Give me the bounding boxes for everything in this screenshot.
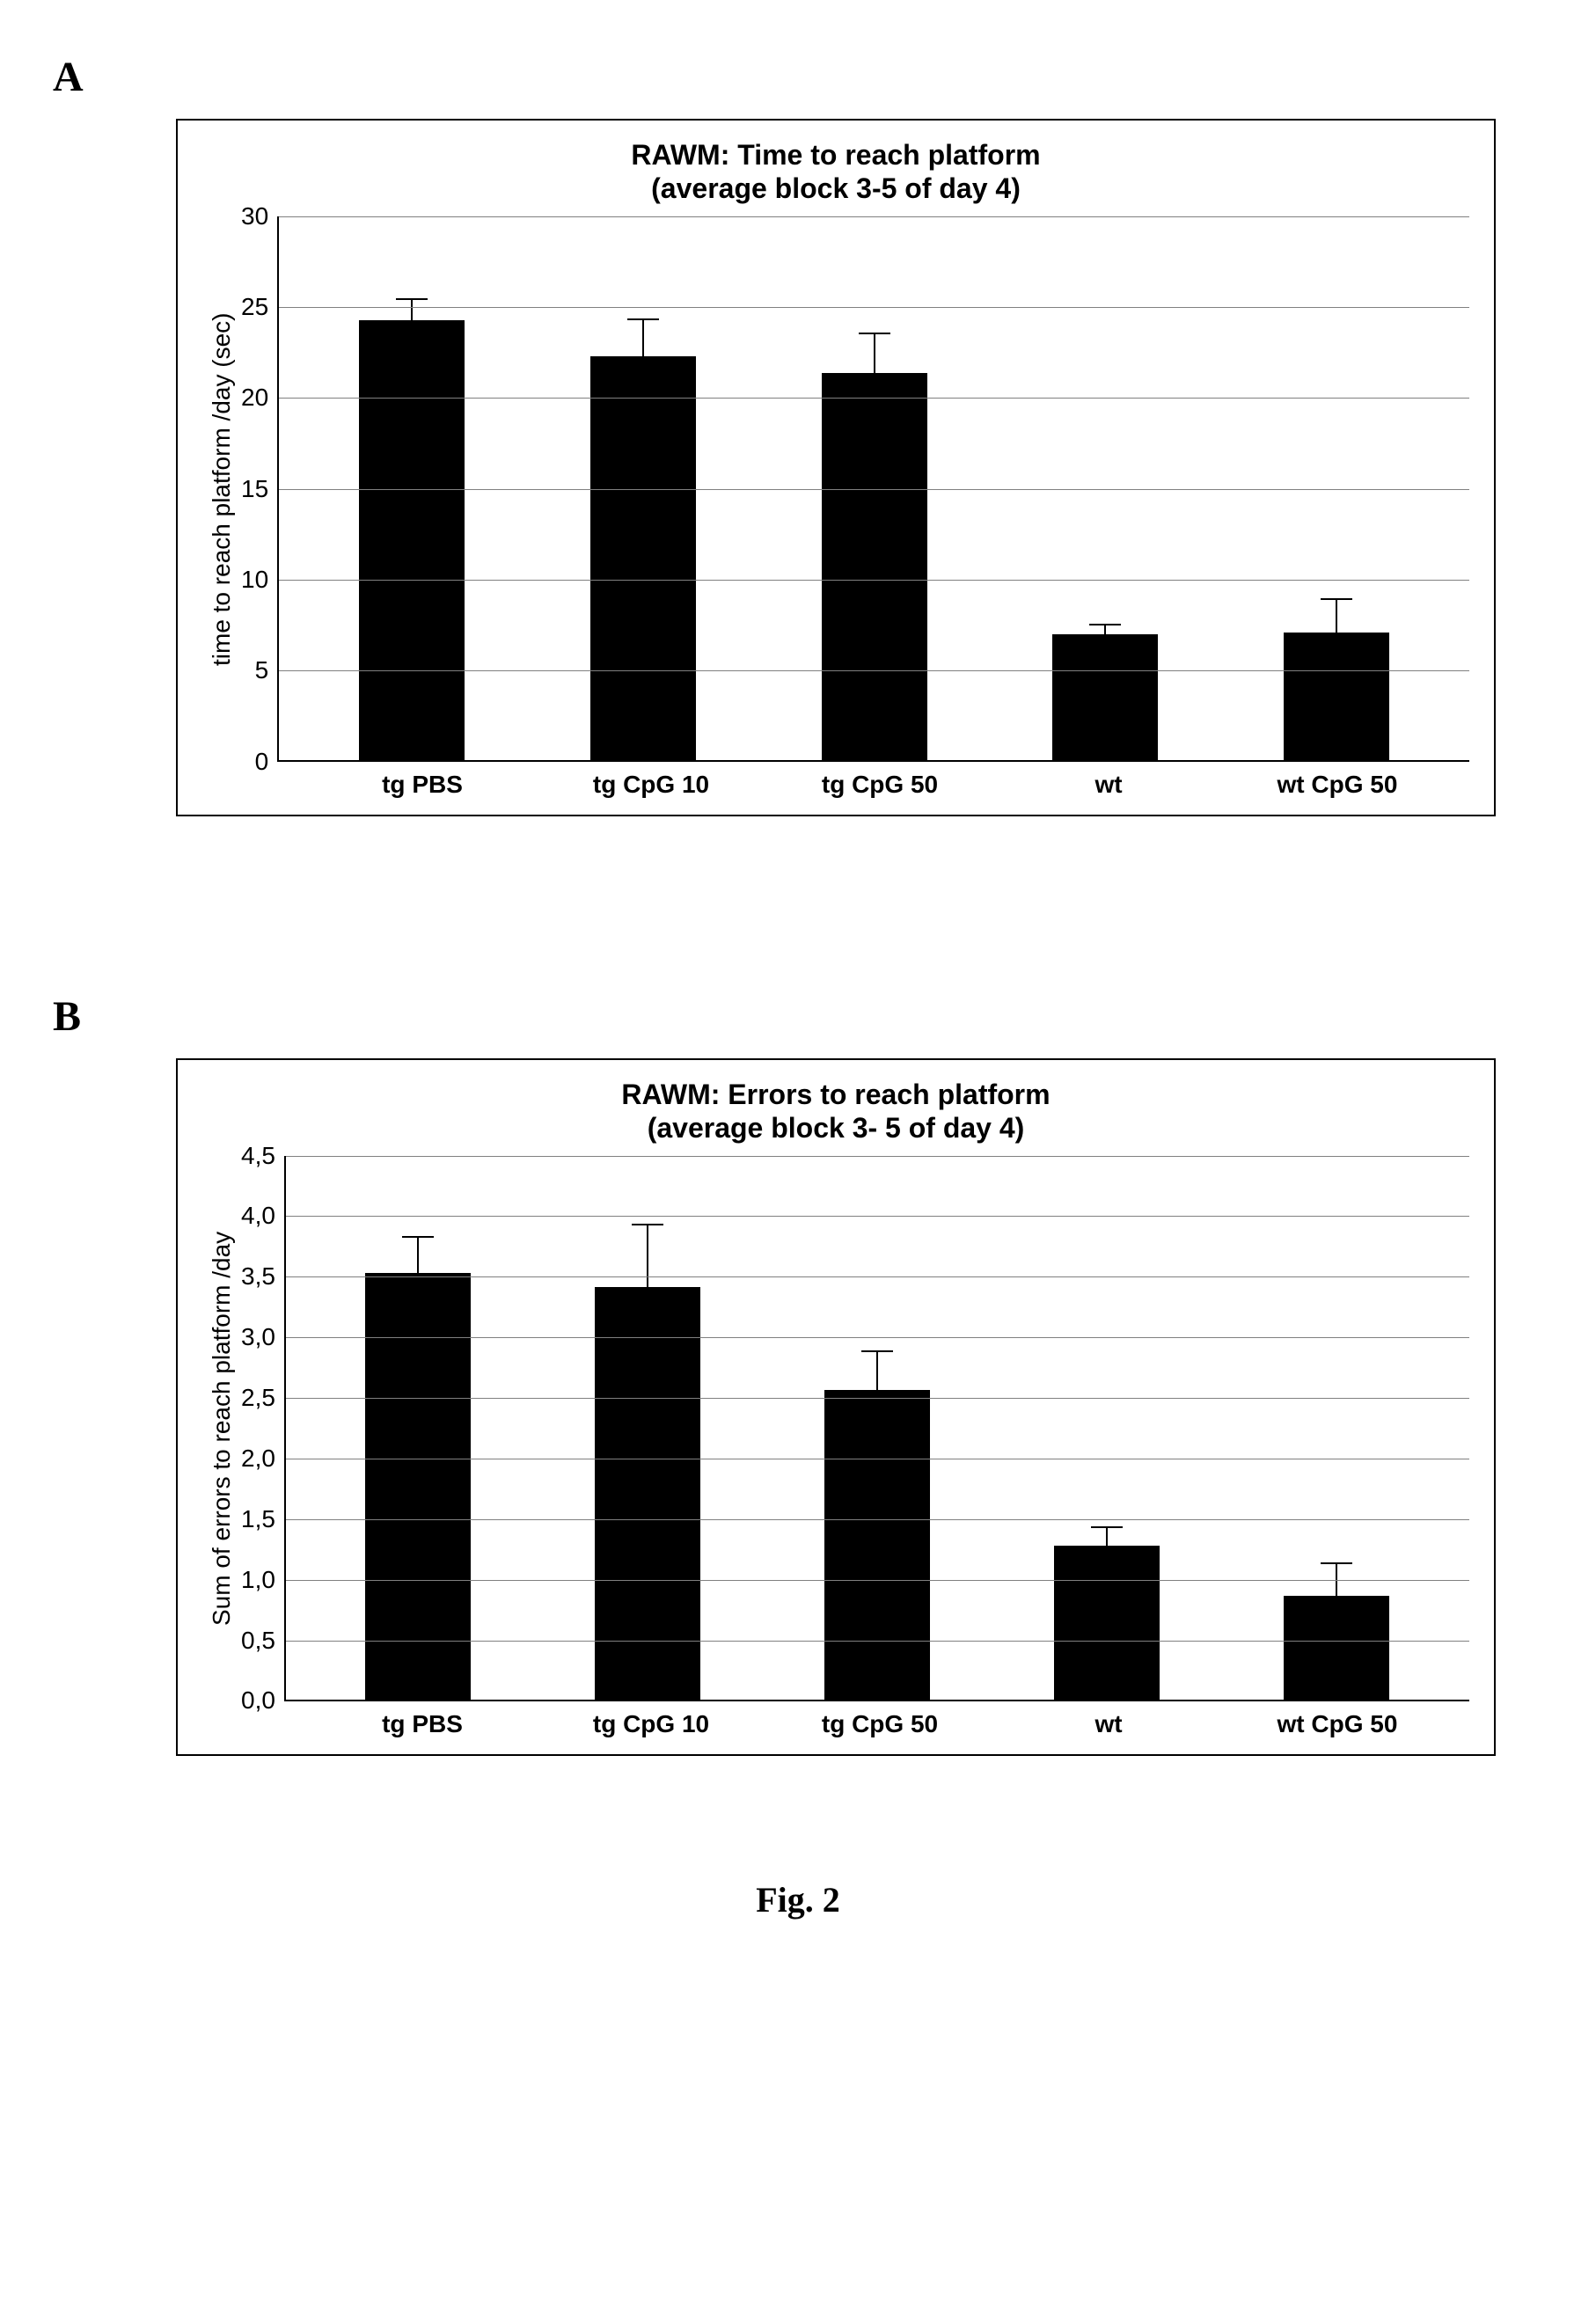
bar-rect bbox=[595, 1287, 700, 1699]
grid-line bbox=[286, 1276, 1469, 1277]
bar-stack bbox=[1284, 1562, 1389, 1700]
grid-line bbox=[286, 1580, 1469, 1581]
error-cap bbox=[1321, 1562, 1352, 1564]
error-cap bbox=[1321, 598, 1352, 600]
bar-column bbox=[770, 333, 977, 760]
bar-rect bbox=[1284, 633, 1389, 760]
grid-line bbox=[286, 1156, 1469, 1157]
xtick-label: wt bbox=[1006, 771, 1212, 799]
chart-a-plot-box bbox=[277, 216, 1469, 762]
bar-column bbox=[1233, 598, 1440, 760]
grid-line bbox=[279, 489, 1469, 490]
xtick-label: tg CpG 50 bbox=[777, 771, 983, 799]
bar-rect bbox=[1284, 1596, 1389, 1699]
panel-label-a: A bbox=[53, 53, 1508, 101]
bar-rect bbox=[359, 320, 465, 760]
error-cap bbox=[632, 1224, 663, 1225]
xtick-label: tg PBS bbox=[319, 1710, 525, 1738]
chart-b-plot-box bbox=[284, 1156, 1469, 1701]
chart-b-bars bbox=[286, 1156, 1469, 1700]
bar-rect bbox=[590, 356, 696, 760]
bar-column bbox=[315, 1236, 522, 1699]
error-cap bbox=[1089, 624, 1121, 625]
bar-column bbox=[308, 298, 516, 760]
bar-stack bbox=[1052, 624, 1158, 760]
grid-line bbox=[279, 580, 1469, 581]
grid-line bbox=[286, 1641, 1469, 1642]
chart-b-title: RAWM: Errors to reach platform (average … bbox=[202, 1078, 1469, 1145]
chart-a-bars bbox=[279, 216, 1469, 760]
xtick-label: tg CpG 10 bbox=[548, 1710, 754, 1738]
chart-a-title-line2: (average block 3-5 of day 4) bbox=[651, 172, 1021, 204]
bar-column bbox=[1234, 1562, 1440, 1700]
error-cap bbox=[861, 1350, 893, 1352]
grid-line bbox=[286, 1398, 1469, 1399]
chart-b-xlabels: tg PBS tg CpG 10 tg CpG 50 wt wt CpG 50 bbox=[290, 1701, 1469, 1738]
grid-line bbox=[279, 307, 1469, 308]
grid-line bbox=[279, 216, 1469, 217]
error-bar bbox=[1336, 598, 1337, 633]
bar-stack bbox=[590, 318, 696, 760]
chart-a-title-line1: RAWM: Time to reach platform bbox=[631, 139, 1040, 171]
chart-b-yticks: 4,54,03,53,02,52,01,51,00,50,0 bbox=[241, 1156, 284, 1701]
bar-column bbox=[1001, 624, 1209, 760]
bar-stack bbox=[365, 1236, 471, 1699]
error-cap bbox=[402, 1236, 434, 1238]
figure-caption: Fig. 2 bbox=[88, 1879, 1508, 1920]
bar-column bbox=[539, 318, 747, 760]
bar-column bbox=[1004, 1526, 1211, 1700]
chart-b-title-line1: RAWM: Errors to reach platform bbox=[621, 1079, 1050, 1110]
error-bar bbox=[876, 1350, 878, 1390]
bar-rect bbox=[824, 1390, 930, 1699]
grid-line bbox=[286, 1216, 1469, 1217]
error-cap bbox=[396, 298, 428, 300]
bar-stack bbox=[822, 333, 927, 760]
error-cap bbox=[859, 333, 890, 334]
grid-line bbox=[279, 670, 1469, 671]
chart-a-title: RAWM: Time to reach platform (average bl… bbox=[202, 138, 1469, 206]
xtick-label: wt CpG 50 bbox=[1234, 771, 1440, 799]
grid-line bbox=[286, 1337, 1469, 1338]
error-bar bbox=[642, 318, 644, 356]
bar-rect bbox=[1054, 1546, 1160, 1700]
bar-rect bbox=[1052, 634, 1158, 760]
xtick-label: tg CpG 10 bbox=[548, 771, 754, 799]
error-cap bbox=[627, 318, 659, 320]
error-bar bbox=[417, 1236, 419, 1272]
grid-line bbox=[286, 1519, 1469, 1520]
error-cap bbox=[1091, 1526, 1123, 1528]
bar-stack bbox=[359, 298, 465, 760]
error-bar bbox=[647, 1224, 648, 1287]
error-bar bbox=[1106, 1526, 1108, 1546]
bar-stack bbox=[1284, 598, 1389, 760]
panel-label-b: B bbox=[53, 992, 1508, 1041]
bar-rect bbox=[822, 373, 927, 760]
xtick-label: tg CpG 50 bbox=[777, 1710, 983, 1738]
bar-stack bbox=[824, 1350, 930, 1700]
chart-b-title-line2: (average block 3- 5 of day 4) bbox=[648, 1112, 1025, 1144]
grid-line bbox=[279, 398, 1469, 399]
xtick-label: wt bbox=[1006, 1710, 1212, 1738]
chart-b-plot-region: Sum of errors to reach platform /day 4,5… bbox=[202, 1156, 1469, 1701]
error-bar bbox=[411, 298, 413, 320]
xtick-label: tg PBS bbox=[319, 771, 525, 799]
chart-a-xlabels: tg PBS tg CpG 10 tg CpG 50 wt wt CpG 50 bbox=[290, 762, 1469, 799]
bar-column bbox=[545, 1224, 751, 1699]
error-bar bbox=[874, 333, 875, 372]
chart-b-ylabel: Sum of errors to reach platform /day bbox=[202, 1156, 241, 1701]
chart-a-yticks: 302520151050 bbox=[241, 216, 277, 762]
bar-stack bbox=[1054, 1526, 1160, 1700]
bar-stack bbox=[595, 1224, 700, 1699]
xtick-label: wt CpG 50 bbox=[1234, 1710, 1440, 1738]
bar-column bbox=[774, 1350, 981, 1700]
chart-a-ylabel: time to reach platform /day (sec) bbox=[202, 216, 241, 762]
chart-b: RAWM: Errors to reach platform (average … bbox=[176, 1058, 1496, 1756]
chart-a-plot-region: time to reach platform /day (sec) 302520… bbox=[202, 216, 1469, 762]
chart-a: RAWM: Time to reach platform (average bl… bbox=[176, 119, 1496, 816]
